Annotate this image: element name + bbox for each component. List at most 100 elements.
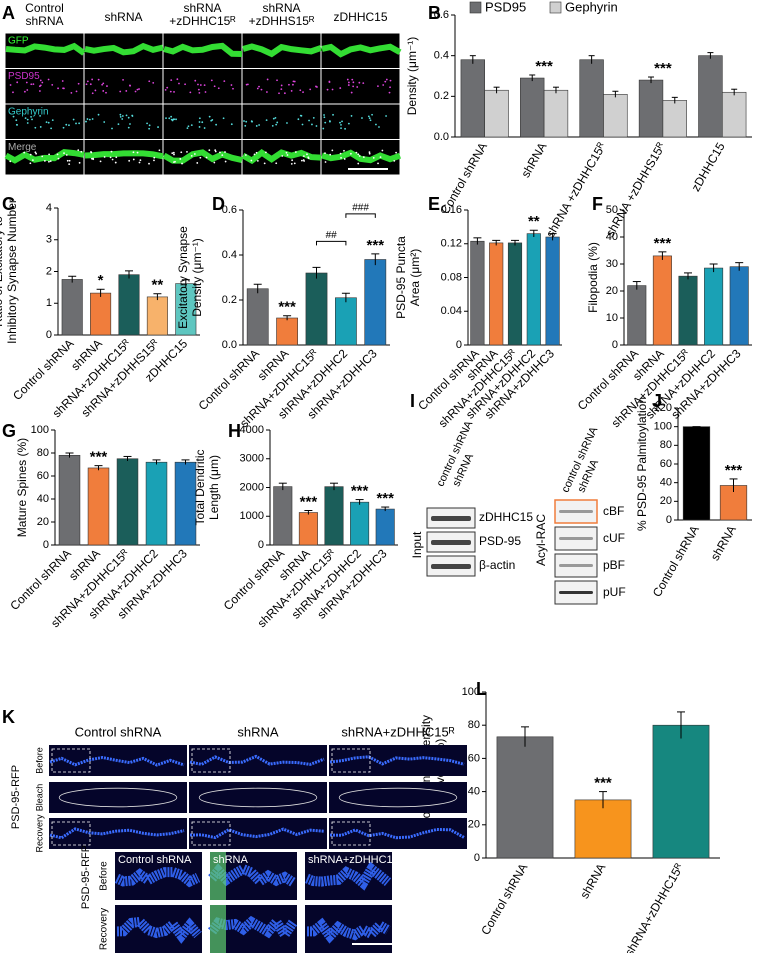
band: [559, 510, 593, 513]
puncta: [39, 84, 42, 87]
puncta: [215, 123, 218, 126]
row-label: GFP: [8, 36, 29, 47]
puncta: [256, 87, 259, 90]
puncta: [65, 123, 68, 126]
panel-letter: J: [652, 391, 662, 411]
y-tick-label: 100: [462, 686, 480, 698]
column-header: Control shRNA: [118, 854, 192, 866]
bleach-region: [338, 787, 458, 808]
bar: [118, 274, 140, 336]
puncta: [148, 127, 151, 130]
significance: ***: [376, 490, 394, 507]
puncta: [111, 127, 113, 130]
puncta: [131, 114, 134, 117]
significance: **: [152, 277, 164, 294]
dendrite: [84, 150, 164, 160]
puncta: [170, 115, 173, 118]
puncta: [176, 78, 179, 81]
puncta: [315, 85, 317, 88]
y-tick-label: 100: [654, 421, 672, 433]
puncta: [175, 118, 177, 121]
y-axis-label: Mature Spines (%): [15, 438, 29, 537]
legend-swatch: [469, 1, 482, 14]
puncta: [125, 114, 128, 117]
puncta: [119, 90, 122, 93]
puncta: [127, 116, 130, 119]
roi-box: [331, 821, 371, 846]
significance: ***: [654, 60, 672, 77]
puncta: [50, 127, 53, 130]
puncta: [384, 80, 387, 83]
y-tick-label: 20: [37, 516, 49, 528]
puncta: [230, 123, 233, 126]
puncta: [340, 156, 342, 159]
y-axis-label: % PSD-95 Palmitoylation: [635, 397, 649, 531]
y-axis-label: Filopodia (%): [586, 242, 600, 313]
row-label: Before: [99, 861, 110, 891]
puncta: [119, 115, 122, 118]
x-tick-label: shRNA +zDHHC15ᴿ: [543, 140, 609, 240]
puncta: [232, 87, 234, 90]
significance: ***: [300, 493, 318, 510]
puncta: [171, 119, 174, 122]
puncta: [186, 151, 188, 153]
row-label: Recovery: [34, 814, 44, 853]
puncta: [214, 149, 217, 152]
puncta: [331, 149, 334, 152]
puncta: [197, 83, 199, 86]
x-tick-label: zDHHC15: [689, 140, 728, 194]
puncta: [65, 154, 68, 156]
puncta: [41, 155, 44, 158]
comparison-label: ###: [352, 203, 369, 214]
puncta: [88, 118, 91, 121]
puncta: [139, 159, 142, 162]
puncta: [357, 162, 360, 165]
puncta: [62, 87, 64, 90]
row-label: PSD95: [8, 71, 40, 82]
puncta: [300, 114, 303, 117]
row-label: Recovery: [99, 908, 110, 950]
puncta: [72, 118, 75, 121]
puncta: [307, 156, 310, 159]
y-tick-label: 1: [46, 297, 52, 309]
panel-letter: A: [2, 3, 15, 23]
puncta: [29, 153, 32, 156]
y-tick-label: 0.4: [434, 50, 449, 62]
puncta: [102, 90, 105, 92]
puncta: [286, 122, 288, 124]
bar: [698, 55, 723, 138]
y-tick-label: 1000: [240, 510, 264, 522]
row-label: Bleach: [34, 784, 44, 812]
puncta: [340, 124, 342, 126]
bar: [638, 79, 664, 138]
roi-box: [191, 748, 231, 773]
puncta: [351, 78, 354, 81]
puncta: [165, 117, 167, 120]
puncta: [164, 88, 167, 91]
bleach-region: [58, 787, 178, 808]
band-label: β-actin: [479, 558, 515, 572]
puncta: [105, 91, 107, 94]
x-tick-label: shRNA: [518, 140, 549, 180]
puncta: [369, 119, 372, 122]
puncta: [291, 159, 294, 162]
puncta: [41, 81, 44, 84]
y-tick-label: 0: [43, 539, 49, 551]
puncta: [389, 86, 391, 89]
band: [431, 564, 471, 569]
bar: [90, 292, 112, 336]
column-header: +zDHHC15ᴿ: [169, 14, 236, 28]
puncta: [121, 115, 124, 117]
bar: [273, 486, 293, 546]
dendrite: [306, 917, 391, 944]
significance: ***: [351, 483, 369, 500]
panel-letter: I: [410, 391, 415, 411]
puncta: [57, 157, 60, 160]
bleach-region: [198, 787, 318, 808]
puncta: [12, 91, 14, 94]
dendrite: [242, 43, 322, 58]
puncta: [341, 120, 343, 123]
puncta: [70, 92, 73, 94]
puncta: [48, 153, 51, 156]
puncta: [168, 117, 171, 120]
